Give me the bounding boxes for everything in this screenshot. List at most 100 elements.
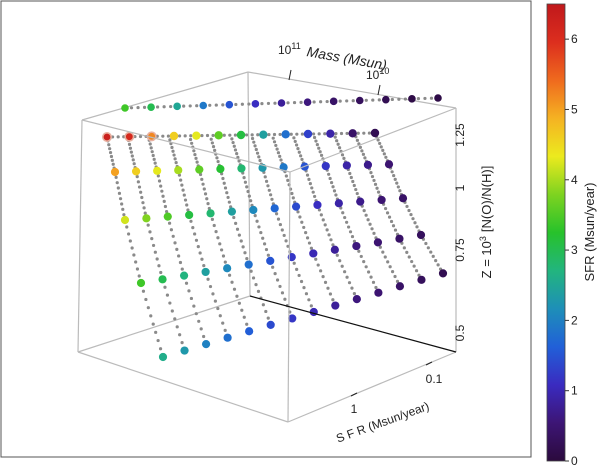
grid-dot [202,187,206,191]
grid-dot [334,193,338,197]
sfr-tick-label: 0.1 [426,372,443,386]
grid-dot [393,177,397,181]
grid-dot [295,267,299,271]
grid-dot [271,136,275,140]
grid-dot [202,263,206,268]
mass-tick-label-1e10: 1010 [366,66,389,82]
sfr-axis: 1 0.1 S F R (Msun/year) [334,361,443,446]
grid-dot [240,308,244,312]
grid-dot [326,286,330,290]
grid-dot [232,215,236,220]
grid-dot [239,239,243,243]
grid-dot [260,102,264,106]
grid-dot [235,152,239,156]
grid-dot [210,217,214,222]
grid-dot [335,253,339,257]
grid-dot [264,179,269,183]
data-point-front [303,129,313,139]
grid-dot [189,134,193,138]
grid-dot [156,174,160,178]
data-point [377,195,386,205]
grid-dot [178,260,183,265]
grid-dot [149,146,153,150]
grid-dot [146,306,150,310]
grid-dot [170,309,174,313]
grid-dot [216,159,220,164]
grid-dot [221,176,225,181]
grid-dot [188,137,193,142]
label-base: 10 [479,241,494,255]
grid-dot [305,236,310,240]
sfr-axis-label: S F R (Msun/year) [334,399,431,446]
grid-dot [292,261,296,265]
grid-dot [372,178,376,183]
grid-dot [130,154,134,158]
data-point [206,209,215,218]
grid-dot [328,176,332,181]
grid-dot [348,230,353,234]
grid-dot [431,254,435,258]
grid-dot [316,263,320,267]
grid-dot [312,135,317,140]
colorbar-label: SFR (Msun/year) [582,183,597,282]
grid-dot [269,193,273,197]
grid-dot [300,132,305,136]
grid-dot [383,206,388,211]
grid-dot [140,195,144,200]
grid-dot [157,179,162,183]
grid-dot [305,173,310,177]
grid-dot [216,306,220,311]
data-point [438,269,448,278]
data-point-back [251,100,260,108]
grid-dot [362,260,366,264]
grid-dot [371,98,375,102]
data-point [395,282,405,291]
grid-dot [198,251,202,255]
grid-dot [243,251,247,255]
data-point [180,346,189,355]
grid-dot [250,136,255,141]
grid-dot [340,264,344,268]
grid-dot [245,185,249,189]
label-suffix: [N(O)/N(H)] [479,166,494,232]
data-point [237,164,246,173]
grid-dot [258,158,262,163]
grid-dot [295,132,299,136]
grid-dot [121,207,125,211]
grid-dot [429,250,433,254]
grid-dot [403,97,407,101]
grid-dot [182,193,186,197]
grid-dot [267,132,271,137]
grid-dot [272,140,277,144]
grid-dot [319,100,323,104]
mass-tick-label-1e11: 1011 [278,41,301,57]
grid-dot [183,134,187,138]
grid-dot [294,143,299,147]
grid-dot [168,138,172,142]
grid-dot [164,209,169,214]
grid-dot [297,150,301,154]
grid-dot [122,213,126,217]
grid-dot [302,225,306,230]
grid-dot [362,209,366,213]
grid-dot [259,230,263,235]
grid-dot [200,257,204,261]
grid-dot [393,274,397,279]
data-point-front [259,130,268,139]
grid-dot [347,281,352,285]
grid-dot [218,314,222,318]
grid-dot [163,285,167,289]
grid-dot [128,239,132,243]
grid-dot [197,319,201,323]
grid-dot [434,259,438,263]
grid-dot [331,185,335,189]
grid-dot [192,149,196,153]
grid-dot [117,191,122,195]
grid-dot [242,315,246,319]
grid-dot [179,178,183,182]
grid-dot [131,158,135,162]
data-point [245,327,254,336]
data-point-back [277,99,286,107]
data-point-back [355,96,364,105]
